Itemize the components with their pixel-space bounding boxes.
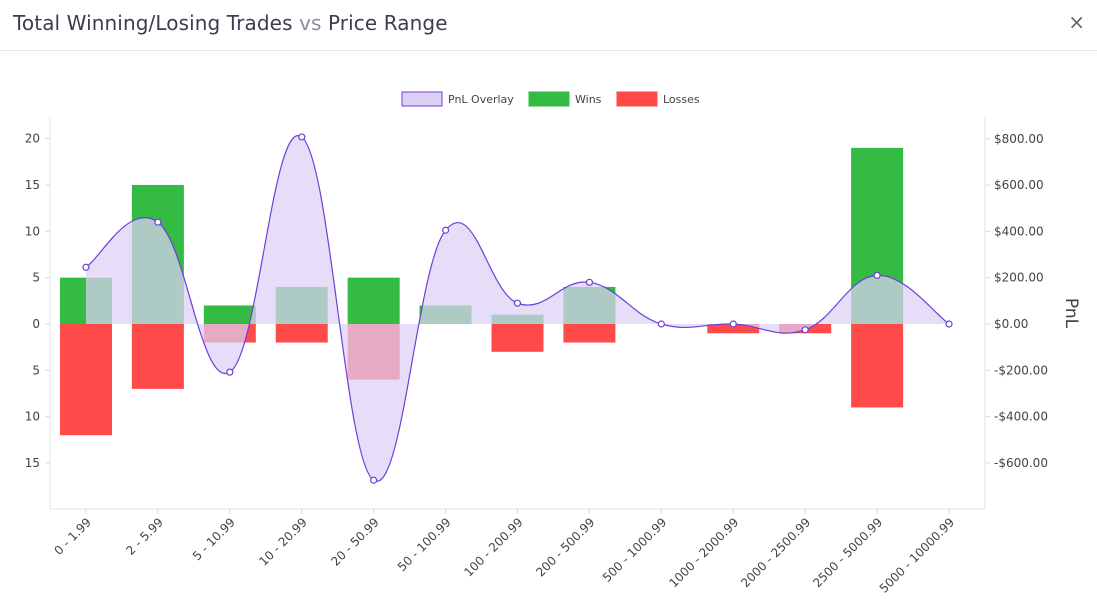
legend-swatch [401,91,443,107]
loss-bar [131,324,184,389]
legend-swatch [616,91,658,107]
pnl-point [657,320,665,328]
modal-header: Total Winning/Losing Trades vs Price Ran… [0,0,1097,51]
pnl-point [154,218,162,226]
loss-bar [851,324,904,408]
left-tick-label: 10 [25,224,40,238]
pnl-point [298,133,306,141]
title-part-2: Price Range [328,11,448,35]
x-tick-label: 20 - 50.99 [328,515,381,568]
legend-label: Wins [575,93,602,106]
x-tick-label: 50 - 100.99 [395,515,454,574]
modal-title: Total Winning/Losing Trades vs Price Ran… [13,11,448,35]
right-tick-label: $200.00 [994,271,1044,285]
right-tick-label: -$200.00 [994,363,1048,377]
close-icon[interactable]: × [1068,10,1085,34]
loss-bar [275,324,328,343]
x-tick-label: 5000 - 10000.99 [877,515,957,595]
x-tick-label: 500 - 1000.99 [600,515,670,585]
right-tick-label: -$400.00 [994,410,1048,424]
x-tick-label: 100 - 200.99 [461,515,525,579]
legend-label: Losses [663,93,700,106]
pnl-point [873,271,881,279]
pnl-point [945,320,953,328]
legend-swatch [528,91,570,107]
loss-bar [491,324,544,352]
x-tick-label: 2 - 5.99 [123,515,166,558]
x-tick-label: 0 - 1.99 [51,515,94,558]
pnl-point [729,320,737,328]
left-tick-label: 5 [32,271,40,285]
left-tick-label: 20 [25,132,40,146]
pnl-point [441,226,450,234]
win-bar [203,305,256,324]
right-tick-label: $800.00 [994,132,1044,146]
x-tick-label: 1000 - 2000.99 [666,515,741,590]
right-tick-label: -$600.00 [994,456,1048,470]
title-vs: vs [299,11,322,35]
title-part-1: Total Winning/Losing Trades [13,11,293,35]
loss-bar [707,324,760,334]
x-tick-label: 200 - 500.99 [533,515,597,579]
left-tick-label: 0 [32,317,40,331]
pnl-point [226,368,234,376]
loss-bar [59,324,112,436]
right-axis-title: PnL [1061,298,1081,329]
right-tick-label: $600.00 [994,178,1044,192]
pnl-point [370,476,378,484]
left-tick-label: 10 [25,410,40,424]
right-tick-label: $400.00 [994,224,1044,238]
left-tick-label: 5 [32,363,40,377]
pnl-point [82,263,90,271]
x-tick-label: 2000 - 2500.99 [738,515,813,590]
right-tick-label: $0.00 [994,317,1028,331]
x-tick-label: 5 - 10.99 [190,515,238,563]
x-tick-label: 2500 - 5000.99 [810,515,885,590]
pnl-point [801,326,809,334]
pnl-point [513,299,522,307]
pnl-area [85,135,950,482]
left-tick-label: 15 [25,456,40,470]
legend-label: PnL Overlay [448,93,514,106]
pnl-point [585,278,594,286]
win-bar [347,277,400,324]
x-tick-label: 10 - 20.99 [256,515,309,568]
left-tick-label: 15 [25,178,40,192]
loss-bar [563,324,616,343]
